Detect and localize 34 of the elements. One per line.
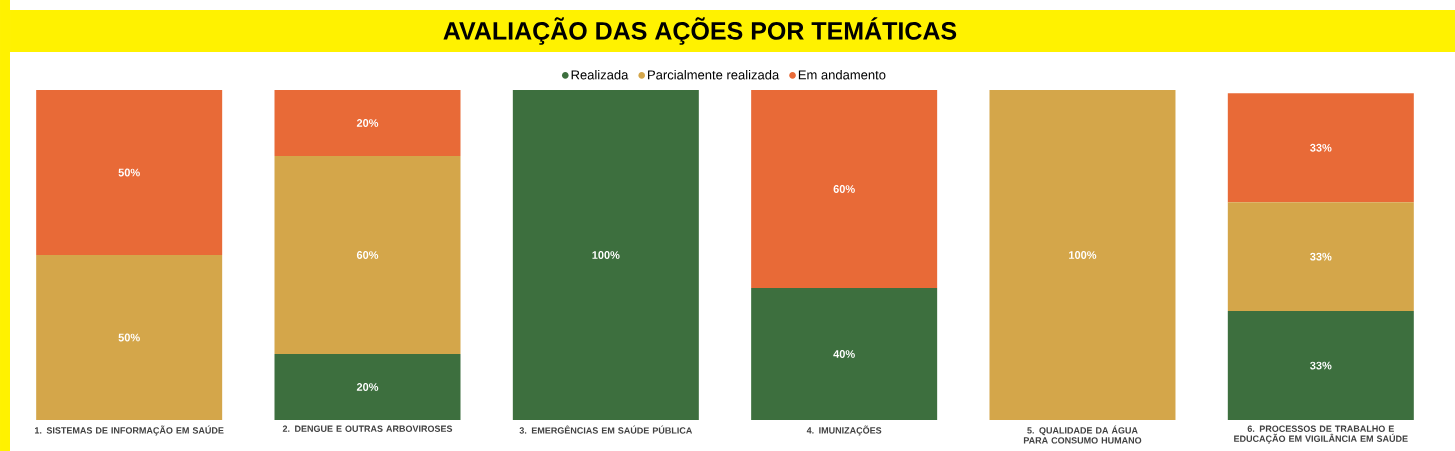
x-tick-label: 4. IMUNIZAÇÕES: [806, 425, 882, 436]
data-label: 50%: [118, 333, 140, 342]
bar: [512, 90, 699, 420]
bar: [989, 90, 1176, 420]
bar: [1227, 311, 1414, 420]
bar: [36, 255, 223, 420]
x-tick-label: 2. DENGUE E OUTRAS ARBOVIROSES: [282, 425, 453, 432]
x-tick-label: 6. PROCESSOS DE TRABALHO E EDUCAÇÃO EM VIGILÂNCIA EM SAÚDE: [1234, 425, 1408, 444]
x-tick-label: 1. SISTEMAS DE INFORMAÇÃO EM SAÚDE: [34, 425, 224, 436]
data-label: 40%: [833, 350, 855, 358]
bar: [36, 90, 223, 255]
bar: [1227, 202, 1414, 312]
legend-label: Em andamento: [798, 69, 886, 80]
x-tick-label: 3. EMERGÊNCIAS EM SAÚDE PÚBLICA: [519, 425, 693, 434]
data-label: 33%: [1310, 252, 1332, 261]
data-label: 100%: [1069, 251, 1097, 259]
legend-label: Parcialmente realizada: [648, 69, 780, 80]
data-label: 20%: [356, 383, 379, 391]
data-label: 60%: [356, 251, 379, 259]
bar: [274, 156, 461, 354]
data-label: 33%: [1310, 361, 1332, 370]
data-label: 100%: [592, 251, 620, 259]
bar: [274, 354, 461, 420]
x-tick-label: 5. QUALIDADE DA ÁGUA PARA CONSUMO HUMANO: [1023, 425, 1142, 444]
bar: [274, 90, 461, 156]
data-label: 60%: [833, 185, 855, 193]
legend-label: Realizada: [571, 69, 629, 80]
bar: [751, 288, 938, 420]
data-label: 33%: [1310, 143, 1332, 152]
chart-title: AVALIAÇÃO DAS AÇÕES POR TEMÁTICAS: [443, 17, 957, 45]
data-label: 50%: [118, 168, 140, 177]
data-label: 20%: [356, 119, 379, 127]
bar: [1227, 93, 1414, 203]
bar: [751, 90, 938, 288]
